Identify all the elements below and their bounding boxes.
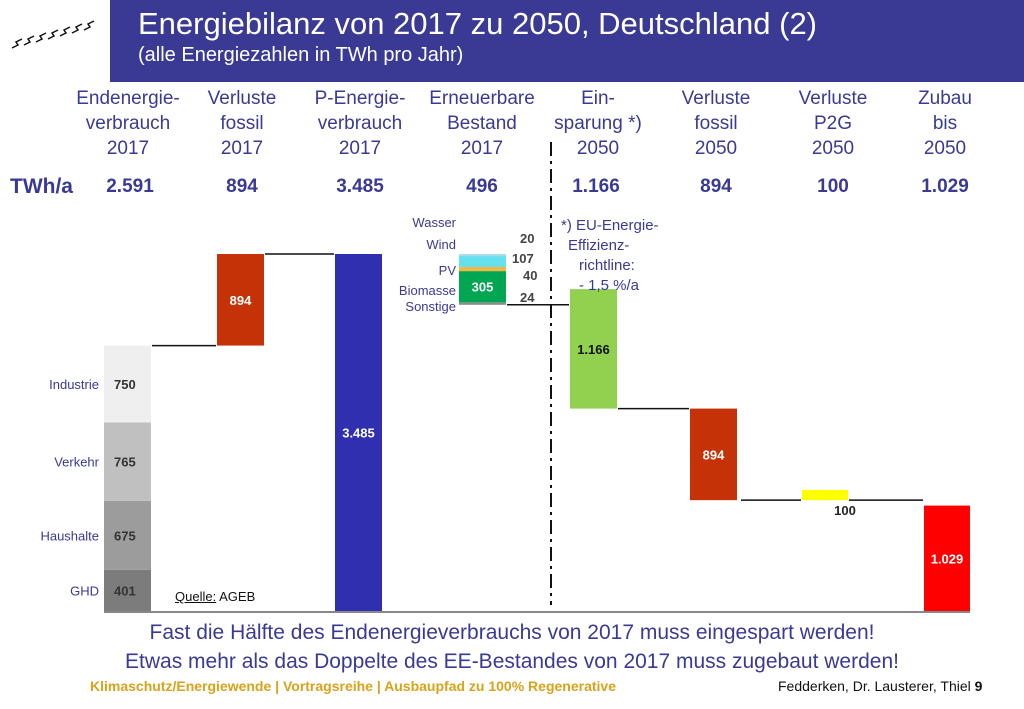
footer-authors-text: Fedderken, Dr. Lausterer, Thiel <box>778 678 971 694</box>
source-prefix: Quelle: <box>175 589 217 604</box>
bar-label-ghd: 401 <box>114 583 136 598</box>
total-verluste-2050: 894 <box>700 176 732 197</box>
total-p2g: 100 <box>817 176 849 197</box>
category-label-ghd: GHD <box>70 583 99 598</box>
bar-ee-sonstige <box>459 302 506 305</box>
col-header-endenergie: Endenergie- verbrauch 2017 <box>76 88 180 159</box>
col-header-verluste-2017: Verluste fossil 2017 <box>207 88 277 159</box>
bar-label-ee-pv: 40 <box>523 268 537 283</box>
page-number: 9 <box>974 678 983 694</box>
header-bar: Energiebilanz von 2017 zu 2050, Deutschl… <box>0 0 1024 82</box>
total-zubau: 1.029 <box>921 176 969 197</box>
bar-zubau-bis-2050 <box>924 505 970 611</box>
total-verluste-2017: 894 <box>226 176 258 197</box>
col-header-einsparung: Ein- sparung *) 2050 <box>554 88 642 159</box>
col-header-zubau: Zubau bis 2050 <box>918 88 972 159</box>
bar-ee-pv <box>459 267 506 272</box>
source-note: Quelle: AGEB <box>175 589 255 604</box>
bar-industrie <box>104 345 151 423</box>
bar-ee-wind <box>459 256 506 268</box>
bar-verluste-fossil-2017 <box>217 254 264 346</box>
bar-label-haushalte: 675 <box>114 528 136 543</box>
category-label-ee-sonstige: Sonstige <box>405 299 456 314</box>
footer-authors: Fedderken, Dr. Lausterer, Thiel 9 <box>778 678 982 694</box>
col-header-verluste-2050: Verluste fossil 2050 <box>681 88 751 159</box>
category-label-verkehr: Verkehr <box>54 455 99 470</box>
col-header-p2g: Verluste P2G 2050 <box>798 88 868 159</box>
category-label-industrie: Industrie <box>49 377 99 392</box>
bar-ee-wasser <box>459 254 506 257</box>
bar-label-ee-sonstige: 24 <box>520 290 535 305</box>
page-subtitle: (alle Energiezahlen in TWh pro Jahr) <box>138 44 464 66</box>
source-text: AGEB <box>219 589 256 604</box>
footer-statement-1: Fast die Hälfte des Endenergieverbrauchs… <box>149 621 875 644</box>
category-label-ee-pv: PV <box>439 263 457 278</box>
footer-series: Klimaschutz/Energiewende | Vortragsreihe… <box>90 678 616 694</box>
category-label-ee-biomasse: Biomasse <box>399 283 456 298</box>
bar-ee-biomasse <box>459 271 506 303</box>
bar-p-energieverbrauch-2017 <box>335 254 382 611</box>
annotation-line-0: *) EU-Energie- <box>561 217 659 234</box>
total-endenergie: 2.591 <box>106 176 154 197</box>
category-label-haushalte: Haushalte <box>40 528 99 543</box>
col-header-erneuerbare: Erneuerbare Bestand 2017 <box>429 88 535 159</box>
bar-label-ee-wind: 107 <box>512 251 534 266</box>
unit-label: TWh/a <box>10 175 73 198</box>
logo <box>0 0 110 82</box>
bar-label-einsparung-2050: 1.166 <box>577 342 610 357</box>
category-label-ee-wasser: Wasser <box>412 215 456 230</box>
category-label-ee-wind: Wind <box>426 237 456 252</box>
bar-label-industrie: 750 <box>114 377 136 392</box>
bar-haushalte <box>104 500 151 570</box>
bar-label-ee-wasser: 20 <box>520 231 534 246</box>
bar-einsparung-2050 <box>570 289 617 409</box>
col-header-penergie: P-Energie- verbrauch 2017 <box>314 88 406 159</box>
bar-verluste-fossil-2050 <box>690 408 737 501</box>
bar-label-verluste-p2g-2050: 100 <box>834 503 856 518</box>
logo-icon <box>11 20 95 49</box>
annotation-line-3: - 1,5 %/a <box>579 277 640 294</box>
bar-label-verluste-fossil-2017: 894 <box>230 293 252 308</box>
total-penergie: 3.485 <box>336 176 384 197</box>
total-erneuerbare: 496 <box>466 176 498 197</box>
bar-label-ee-biomasse: 305 <box>472 280 494 295</box>
bar-verluste-p2g-2050 <box>802 489 848 501</box>
page-title: Energiebilanz von 2017 zu 2050, Deutschl… <box>138 6 818 41</box>
bar-label-verluste-fossil-2050: 894 <box>703 447 725 462</box>
footer-statement-2: Etwas mehr als das Doppelte des EE-Besta… <box>125 650 899 673</box>
bar-label-verkehr: 765 <box>114 455 136 470</box>
bar-verkehr <box>104 422 151 501</box>
bar-label-zubau-bis-2050: 1.029 <box>931 551 964 566</box>
bar-label-p-energieverbrauch-2017: 3.485 <box>342 426 375 441</box>
annotation-line-1: Effizienz- <box>568 237 629 254</box>
annotation-line-2: richtline: <box>579 257 635 274</box>
total-einsparung: 1.166 <box>572 176 620 197</box>
bar-ghd <box>104 569 151 611</box>
